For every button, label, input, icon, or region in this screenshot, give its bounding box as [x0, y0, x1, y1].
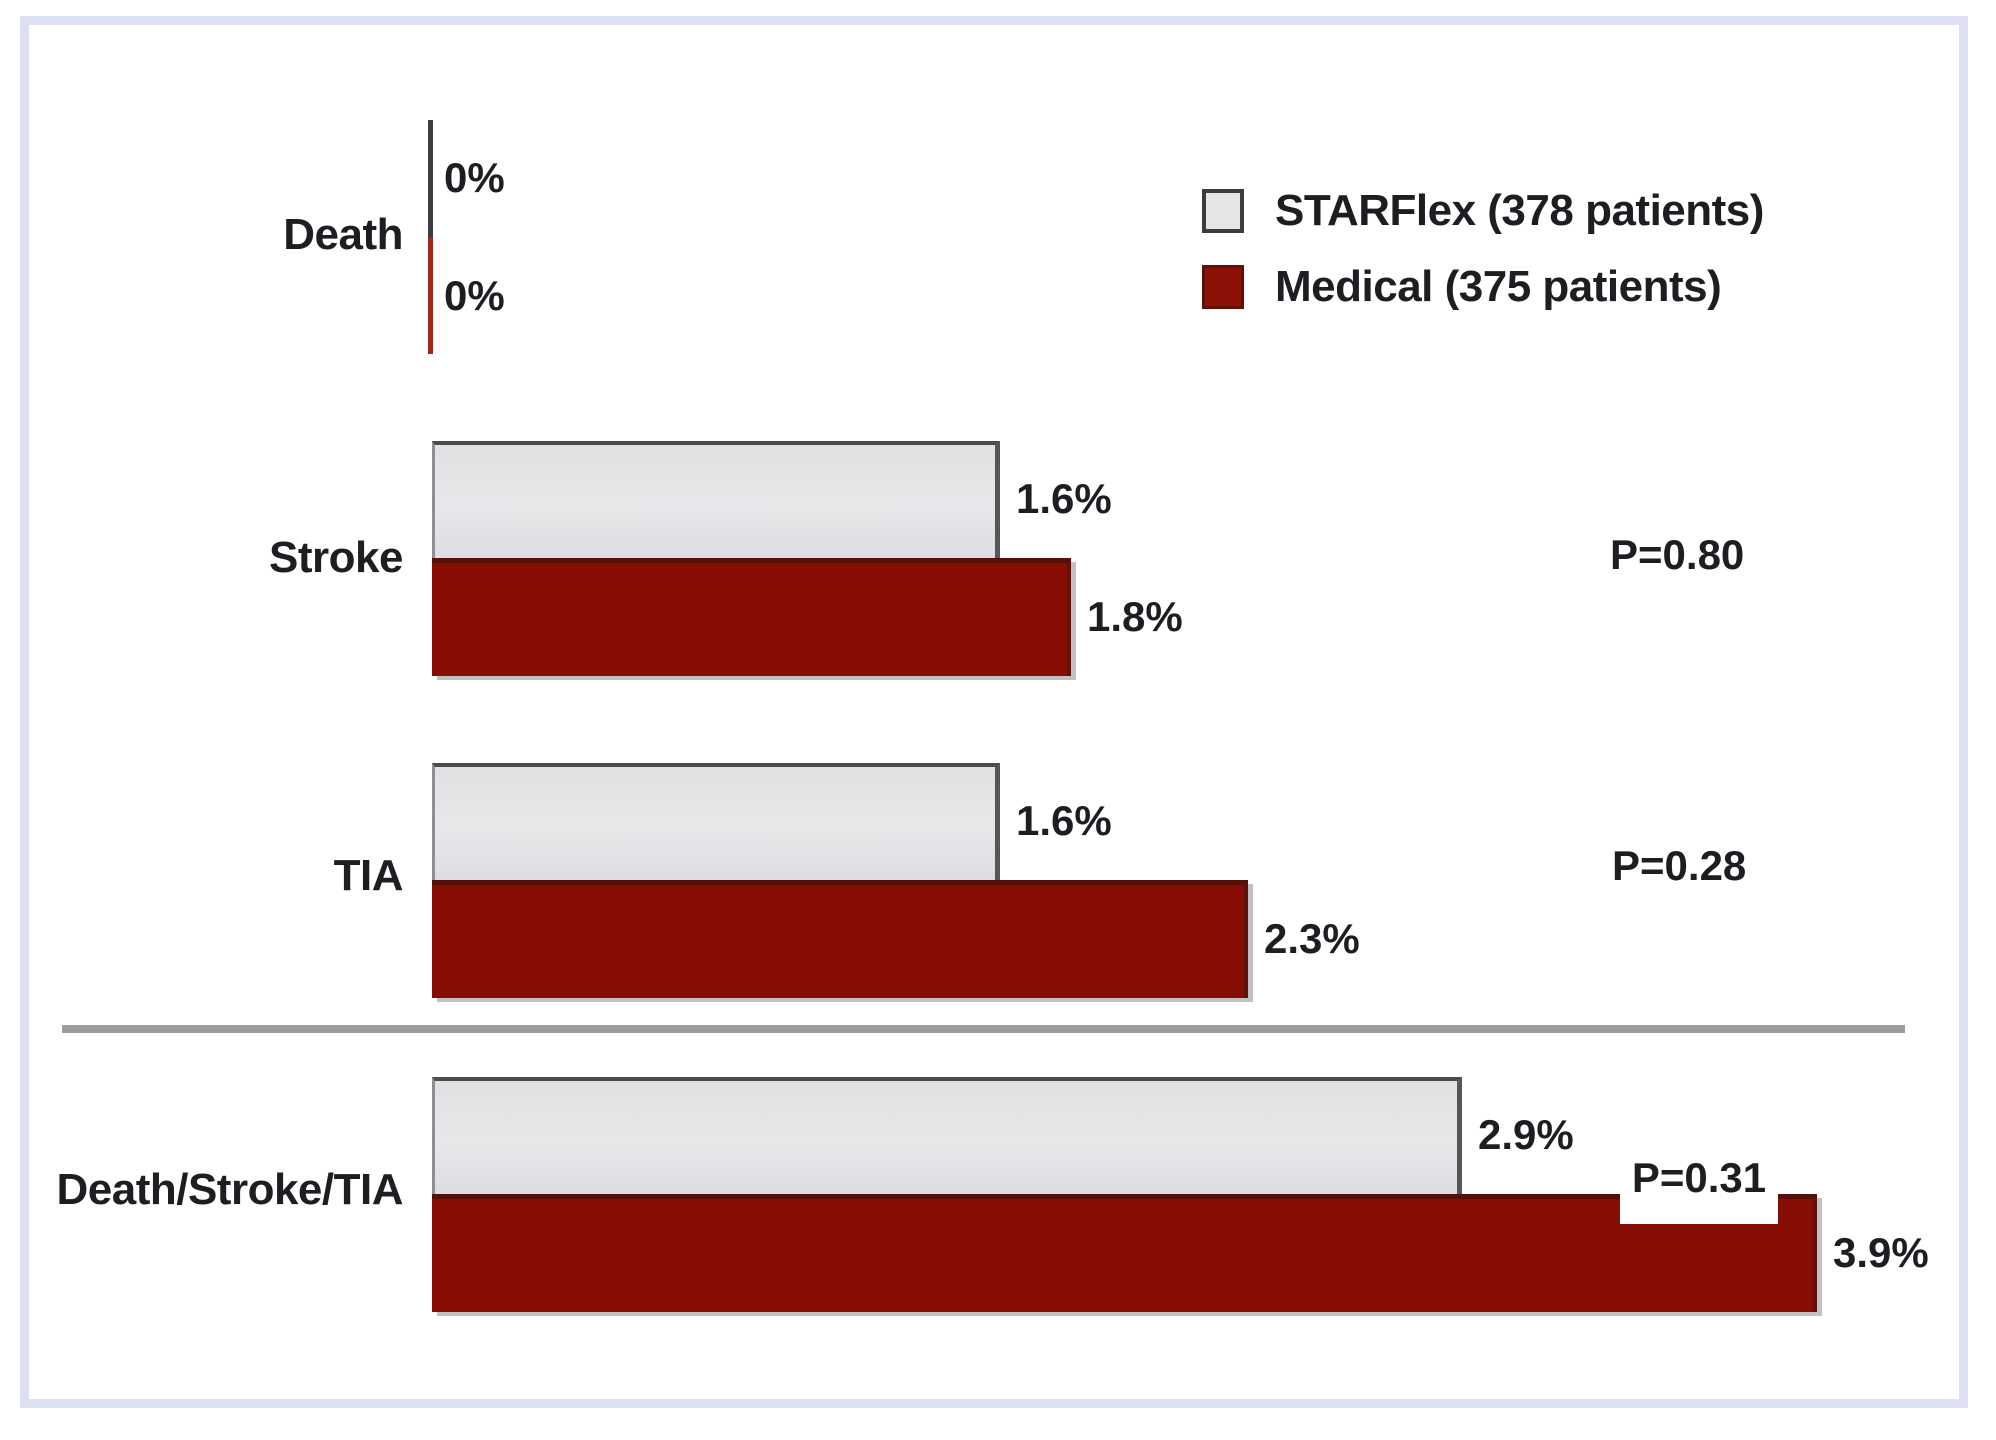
- category-label-death: Death: [283, 210, 403, 259]
- value-label-starflex-stroke: 1.6%: [1016, 475, 1112, 522]
- value-label-medical-stroke: 1.8%: [1087, 593, 1183, 640]
- chart-frame: [20, 16, 1968, 1408]
- legend-swatch-starflex-icon: [1202, 189, 1244, 233]
- category-label-tia: TIA: [333, 851, 404, 900]
- legend-item-starflex: STARFlex (378 patients): [1202, 185, 1764, 237]
- value-label-medical-death: 0%: [444, 272, 505, 319]
- value-label-medical-tia: 2.3%: [1264, 915, 1360, 962]
- legend-label-starflex: STARFlex (378 patients): [1275, 186, 1764, 235]
- p-value-stroke: P=0.80: [1610, 531, 1745, 578]
- category-label-stroke: Stroke: [269, 533, 403, 582]
- bar-medical-death-stroke-tia: [432, 1194, 1817, 1312]
- bar-starflex-tia: [432, 763, 1000, 880]
- p-value-death-stroke-tia: P=0.31: [1620, 1150, 1778, 1224]
- legend-item-medical: Medical (375 patients): [1202, 261, 1722, 313]
- section-separator: [62, 1025, 1905, 1033]
- value-label-medical-death-stroke-tia: 3.9%: [1833, 1229, 1929, 1276]
- category-label-death-stroke-tia: Death/Stroke/TIA: [56, 1165, 403, 1214]
- bar-starflex-stroke: [432, 441, 1000, 558]
- value-label-starflex-tia: 1.6%: [1016, 797, 1112, 844]
- p-value-tia: P=0.28: [1612, 842, 1747, 889]
- zero-bar-starflex-death: [428, 120, 433, 237]
- bar-medical-stroke: [432, 558, 1071, 676]
- value-label-starflex-death: 0%: [444, 154, 505, 201]
- legend-label-medical: Medical (375 patients): [1275, 262, 1722, 311]
- value-label-starflex-death-stroke-tia: 2.9%: [1478, 1111, 1574, 1158]
- bar-starflex-death-stroke-tia: [432, 1077, 1462, 1194]
- zero-bar-medical-death: [428, 237, 433, 354]
- legend-swatch-medical-icon: [1202, 265, 1244, 309]
- bar-medical-tia: [432, 880, 1248, 998]
